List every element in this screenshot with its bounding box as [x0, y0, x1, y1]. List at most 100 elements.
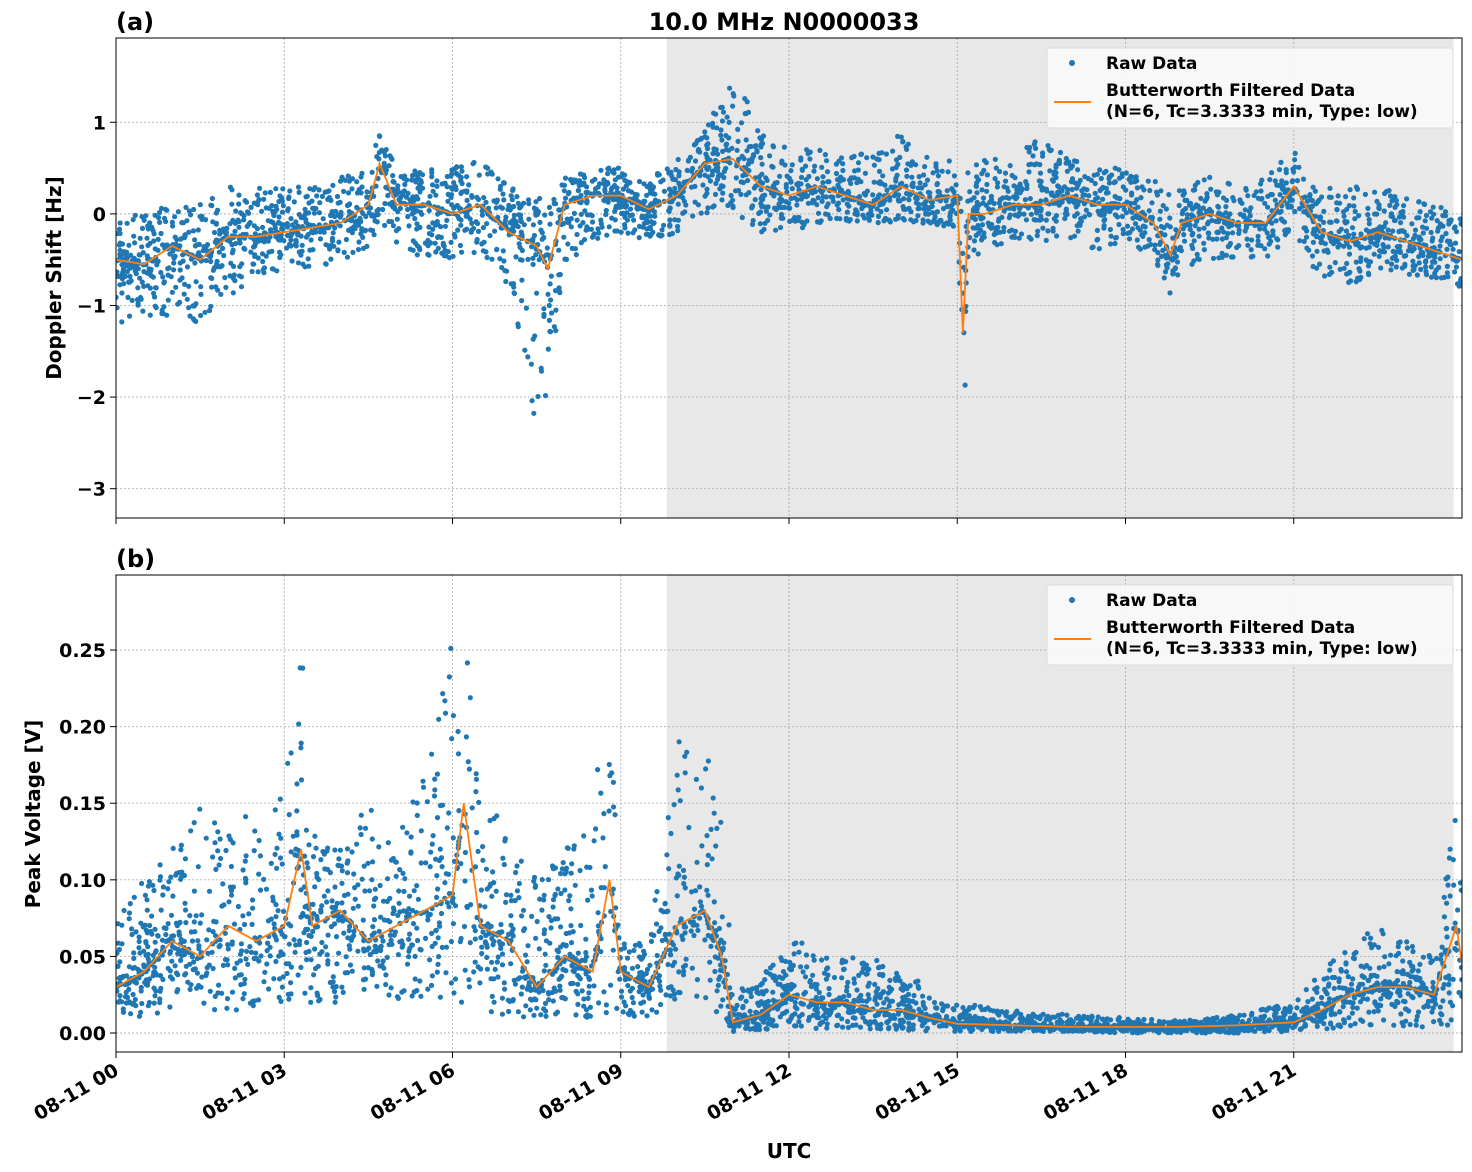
raw-data-point [1448, 217, 1454, 223]
raw-data-point [195, 227, 201, 233]
raw-data-point [1158, 188, 1164, 194]
raw-data-point [382, 153, 388, 159]
raw-data-point [501, 180, 507, 186]
raw-data-point [1337, 200, 1343, 206]
raw-data-point [820, 174, 826, 180]
raw-data-point [1275, 244, 1281, 250]
raw-data-point [712, 920, 718, 926]
raw-data-point [1367, 235, 1373, 241]
raw-data-point [852, 168, 858, 174]
raw-data-point [1173, 253, 1179, 260]
raw-data-point [905, 161, 911, 167]
raw-data-point [467, 216, 473, 222]
raw-data-point [934, 222, 940, 228]
raw-data-point [546, 302, 552, 309]
raw-data-point [369, 169, 375, 175]
raw-data-point [277, 193, 283, 199]
raw-data-point [836, 158, 842, 164]
raw-data-point [603, 211, 609, 218]
raw-data-point [260, 258, 266, 265]
raw-data-point [934, 168, 940, 174]
raw-data-point [1096, 246, 1102, 252]
raw-data-point [967, 189, 973, 195]
raw-data-point [155, 258, 161, 264]
raw-data-point [1201, 240, 1207, 246]
raw-data-point [1001, 228, 1007, 235]
raw-data-point [552, 892, 558, 899]
raw-data-point [626, 949, 632, 955]
raw-data-point [198, 291, 204, 297]
y-tick-label: 0 [93, 204, 106, 226]
raw-data-point [1135, 204, 1141, 210]
raw-data-point [158, 269, 164, 276]
raw-data-point [1140, 209, 1146, 215]
raw-data-point [1401, 214, 1407, 220]
raw-data-point [188, 982, 194, 988]
raw-data-point [430, 226, 436, 232]
raw-data-point [1053, 164, 1059, 170]
raw-data-point [1258, 181, 1264, 187]
raw-data-point [409, 177, 415, 183]
raw-data-point [193, 301, 199, 307]
raw-data-point [1357, 999, 1364, 1005]
raw-data-point [1457, 216, 1462, 222]
raw-data-point [164, 312, 170, 318]
raw-data-point [149, 913, 155, 919]
raw-data-point [1270, 232, 1276, 238]
raw-data-point [1282, 228, 1288, 234]
raw-data-point [1244, 236, 1250, 242]
raw-data-point [1018, 185, 1024, 191]
raw-data-point [182, 856, 188, 862]
raw-data-point [458, 178, 464, 184]
raw-data-point [492, 228, 498, 234]
raw-data-point [1448, 242, 1454, 248]
raw-data-point [758, 144, 764, 150]
raw-data-point [356, 239, 362, 245]
raw-data-point [1392, 217, 1398, 223]
raw-data-point [1190, 187, 1196, 193]
raw-data-point [177, 260, 183, 266]
raw-data-point [339, 174, 345, 180]
raw-data-point [744, 148, 750, 154]
raw-data-point [405, 206, 411, 213]
raw-data-point [476, 799, 482, 806]
raw-data-point [281, 238, 287, 244]
raw-data-point [672, 217, 678, 223]
raw-data-point [798, 174, 805, 180]
raw-data-point [140, 250, 146, 256]
raw-data-point [175, 301, 181, 307]
raw-data-point [410, 194, 416, 200]
raw-data-point [414, 243, 421, 249]
raw-data-point [1181, 190, 1187, 196]
raw-data-point [263, 253, 269, 259]
raw-data-point [292, 949, 298, 955]
raw-data-point [397, 909, 403, 915]
raw-data-point [1162, 269, 1169, 275]
raw-data-point [962, 382, 968, 388]
raw-data-point [1458, 887, 1462, 893]
raw-data-point [575, 187, 582, 194]
raw-data-point [859, 201, 865, 207]
raw-data-point [884, 187, 890, 193]
raw-data-point [344, 254, 351, 260]
raw-data-point [824, 955, 830, 961]
raw-data-point [546, 914, 552, 920]
raw-data-point [1214, 229, 1220, 235]
raw-data-point [481, 195, 487, 201]
raw-data-point [884, 207, 890, 213]
raw-data-point [470, 161, 476, 167]
raw-data-point [1420, 230, 1426, 236]
raw-data-point [502, 268, 508, 274]
raw-data-point [736, 187, 742, 194]
raw-data-point [1043, 197, 1049, 203]
raw-data-point [209, 275, 215, 281]
raw-data-point [606, 165, 612, 171]
raw-data-point [595, 910, 601, 916]
raw-data-point [546, 204, 553, 210]
raw-data-point [1032, 204, 1038, 210]
raw-data-point [730, 197, 736, 203]
raw-data-point [936, 189, 942, 195]
raw-data-point [181, 291, 187, 297]
raw-data-point [817, 147, 823, 153]
raw-data-point [355, 246, 362, 253]
